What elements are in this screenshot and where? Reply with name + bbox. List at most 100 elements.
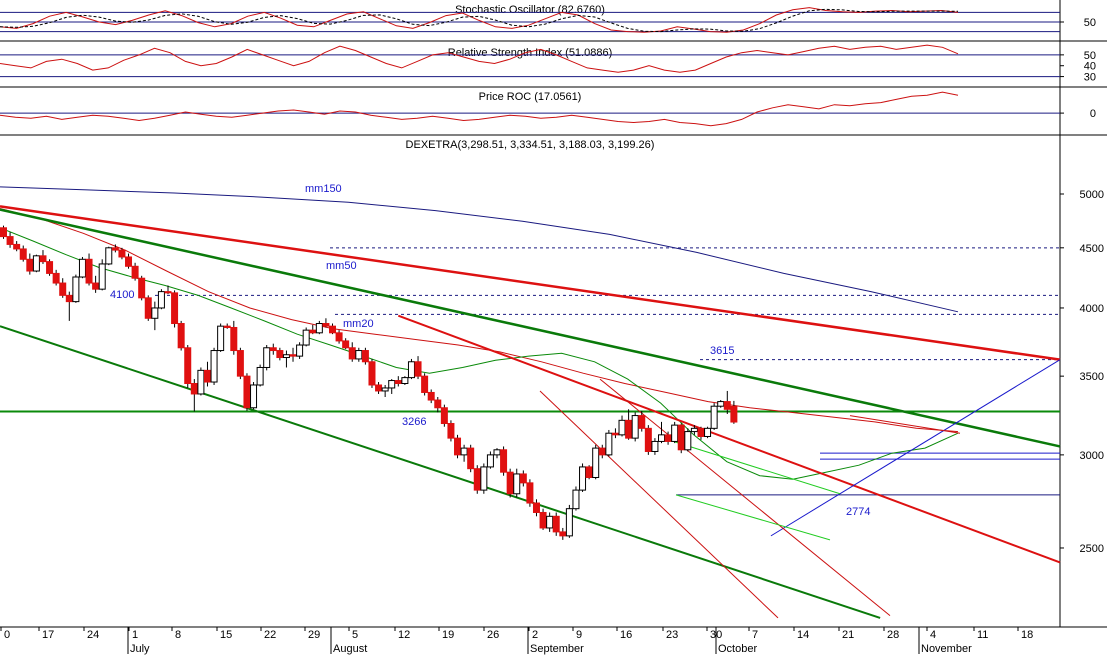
candle-body <box>677 424 685 451</box>
candle-body <box>579 466 587 491</box>
x-tick-label: 7 <box>752 629 758 641</box>
x-tick-label: 22 <box>264 629 276 641</box>
candle-body <box>440 407 448 425</box>
candle-body <box>618 419 626 436</box>
chart-annotation: 3266 <box>402 416 426 428</box>
mm150-line <box>0 186 959 313</box>
price-title: DEXETRA(3,298.51, 3,334.51, 3,188.03, 3,… <box>406 139 655 151</box>
candle-body <box>717 401 725 407</box>
x-tick-label: 8 <box>175 629 181 641</box>
candle-body <box>236 350 244 377</box>
candle-body <box>500 449 508 473</box>
candle-body <box>342 340 350 349</box>
candle-body <box>447 423 455 439</box>
candle-body <box>105 247 113 265</box>
x-tick-label: 2 <box>532 629 538 641</box>
y-tick-label: 5000 <box>1080 189 1104 201</box>
candle-body <box>138 277 146 299</box>
y-tick-label: 0 <box>1090 108 1096 120</box>
chart-annotation: mm20 <box>343 318 374 330</box>
candle-body <box>671 424 679 442</box>
candle-body <box>125 256 133 267</box>
candle-body <box>407 361 415 379</box>
candle-body <box>710 405 718 429</box>
stochastic-panel: Stochastic Oscillator (82.6760) 50 <box>0 4 1096 33</box>
candle-body <box>539 511 547 529</box>
x-tick-label: 19 <box>442 629 454 641</box>
candle-body <box>644 427 652 452</box>
y-tick-label: 4000 <box>1080 303 1104 315</box>
candle-body <box>631 415 639 439</box>
x-tick-label: 14 <box>797 629 809 641</box>
indicator-line <box>0 91 959 127</box>
candle-body <box>598 447 606 456</box>
x-tick-label: 12 <box>398 629 410 641</box>
month-label: November <box>921 643 972 655</box>
candle-body <box>329 325 336 334</box>
candle-body <box>65 294 73 303</box>
candle-body <box>6 236 14 245</box>
candle-body <box>0 227 7 238</box>
signal-line <box>0 8 959 33</box>
candle-body <box>401 377 409 385</box>
candle-body <box>506 471 514 495</box>
mm20-line <box>0 227 959 480</box>
candle-body <box>151 307 159 319</box>
candle-body <box>315 323 323 334</box>
candle-body <box>164 291 172 294</box>
x-tick-label: 9 <box>576 629 582 641</box>
candle-body <box>572 489 580 510</box>
candle-body <box>131 265 139 279</box>
y-tick-label: 30 <box>1084 72 1096 84</box>
candle-body <box>197 369 205 395</box>
candle-body <box>473 468 481 491</box>
candle-body <box>414 361 422 377</box>
candle-body <box>13 243 21 250</box>
x-tick-label: 1 <box>132 629 138 641</box>
candle-body <box>157 291 165 309</box>
candle-body <box>394 380 402 385</box>
candle-body <box>256 366 264 386</box>
candle-body <box>519 473 527 484</box>
candle-body <box>532 502 540 513</box>
x-tick-label: 24 <box>87 629 99 641</box>
candle-body <box>276 350 284 359</box>
candle-body <box>697 427 705 437</box>
candle-body <box>52 272 60 284</box>
channel-line <box>675 494 831 541</box>
x-tick-label: 0 <box>4 629 10 641</box>
candle-body <box>144 297 152 319</box>
candle-body <box>467 447 475 470</box>
month-label: September <box>530 643 584 655</box>
candle-body <box>690 427 698 433</box>
candle-body <box>78 258 86 278</box>
month-label: August <box>333 643 367 655</box>
candle-body <box>269 347 277 352</box>
y-tick-label: 3500 <box>1080 371 1104 383</box>
candle-body <box>210 350 218 383</box>
candle-body <box>552 515 560 533</box>
trendline <box>0 208 1061 448</box>
candle-body <box>190 383 198 395</box>
trendline <box>770 359 1061 537</box>
candle-body <box>375 384 383 392</box>
y-tick-label: 2500 <box>1080 543 1104 555</box>
y-tick-label: 4500 <box>1080 243 1104 255</box>
candle-body <box>480 466 488 491</box>
x-tick-label: 17 <box>42 629 54 641</box>
candle-body <box>427 391 435 401</box>
candle-body <box>704 427 712 437</box>
x-tick-label: 18 <box>1021 629 1033 641</box>
candle-body <box>289 354 297 357</box>
x-tick-label: 11 <box>977 629 988 641</box>
y-tick-label: 3000 <box>1080 450 1104 462</box>
candle-body <box>250 384 258 409</box>
candle-body <box>381 387 389 392</box>
candle-body <box>111 247 119 251</box>
chart-annotation: 4100 <box>110 289 134 301</box>
candle-body <box>684 431 692 451</box>
candle-body <box>309 329 317 334</box>
candle-body <box>486 454 494 468</box>
candle-body <box>72 276 80 303</box>
